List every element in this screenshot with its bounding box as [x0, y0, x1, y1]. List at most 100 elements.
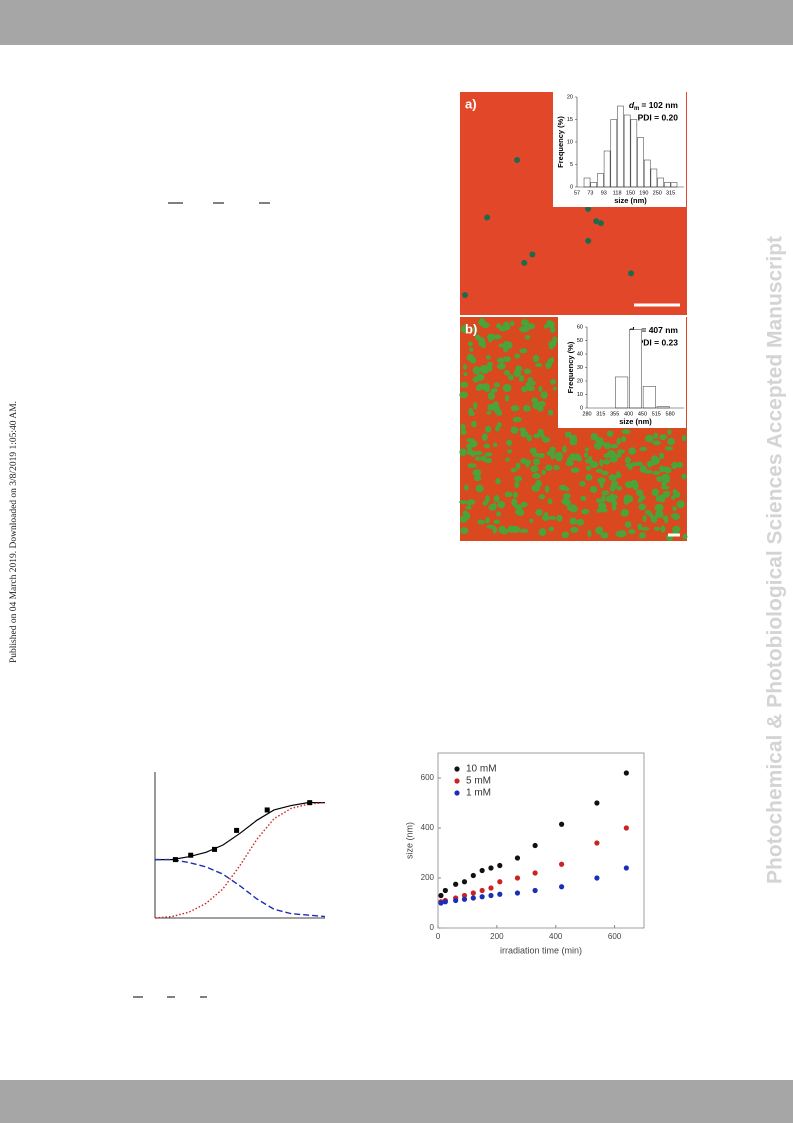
particle [484, 452, 493, 457]
particle [502, 356, 511, 362]
particle [635, 489, 644, 496]
point [488, 892, 494, 899]
particle [595, 468, 604, 473]
point [307, 800, 313, 806]
particle [462, 364, 468, 370]
x-tick-label: 118 [613, 190, 622, 196]
particle [590, 460, 599, 469]
bar [642, 386, 656, 409]
particle [523, 368, 532, 375]
particle [505, 457, 510, 462]
particle [624, 480, 634, 489]
particle [460, 429, 467, 435]
y-tick-label: 400 [421, 823, 435, 832]
stat-symbol: d [629, 100, 635, 110]
particle [513, 475, 523, 482]
particle [569, 434, 578, 442]
particle [532, 452, 541, 458]
particle [467, 499, 476, 506]
particle [624, 521, 632, 528]
point [479, 887, 485, 894]
point [438, 900, 444, 906]
particle [548, 515, 557, 521]
x-tick-label: 93 [601, 190, 607, 196]
point [594, 800, 600, 806]
particle [485, 495, 490, 503]
legend-label: 1 mM [466, 788, 491, 799]
point [470, 895, 476, 901]
particle [601, 494, 606, 503]
particle [526, 385, 536, 392]
particle [510, 320, 515, 327]
particle [611, 505, 617, 511]
point [594, 840, 600, 846]
bar [664, 182, 671, 188]
inset-b [558, 317, 686, 428]
particle [650, 515, 658, 523]
text-fragments [133, 202, 270, 998]
watermark: Photochemical & Photobiological Sciences… [764, 236, 787, 884]
particle [652, 470, 661, 476]
header-bar [0, 0, 793, 45]
particle [537, 405, 543, 411]
x-tick-label: 150 [626, 190, 635, 196]
particle [537, 400, 546, 408]
particle [616, 437, 621, 445]
bar [637, 137, 644, 188]
point [470, 890, 476, 896]
particle [465, 505, 472, 510]
particle [616, 485, 622, 491]
particle [495, 478, 501, 485]
particle [585, 474, 593, 481]
particle [638, 503, 646, 511]
y-tick-label: 10 [567, 139, 573, 145]
particle [653, 526, 661, 531]
particle [464, 484, 469, 491]
particle [491, 503, 497, 509]
particle [624, 456, 631, 464]
particle [682, 533, 688, 540]
particle [475, 373, 485, 381]
particle [550, 378, 556, 385]
particle [657, 511, 664, 517]
particle [587, 529, 592, 538]
particle [485, 355, 491, 360]
particle [467, 463, 477, 469]
particle [521, 386, 528, 393]
particle [542, 436, 551, 443]
particle [532, 472, 541, 479]
particle [671, 461, 678, 470]
bar [623, 114, 631, 188]
particle [484, 457, 493, 464]
particle [497, 500, 506, 509]
particle [570, 526, 579, 533]
particle [493, 494, 500, 503]
particle [647, 463, 652, 468]
particle [587, 456, 593, 461]
particle [504, 394, 510, 402]
point [442, 899, 448, 905]
particle [583, 452, 589, 458]
particle [621, 436, 627, 443]
y-tick-label: 600 [421, 773, 435, 782]
particle [538, 494, 546, 500]
particle [487, 392, 496, 400]
y-tick-label: 60 [577, 324, 583, 330]
particle [650, 459, 659, 465]
particle [519, 348, 528, 354]
particle [570, 467, 580, 473]
particle [492, 526, 498, 534]
particle [469, 347, 474, 352]
bar [583, 177, 591, 188]
particle [523, 459, 532, 466]
point [188, 852, 194, 858]
particle [659, 494, 666, 502]
particle [483, 443, 491, 449]
y-tick-label: 5 [570, 162, 573, 168]
y-axis-label: size (nm) [404, 822, 414, 859]
particle [466, 443, 474, 449]
particle [498, 525, 506, 534]
particle [558, 484, 567, 491]
particle [577, 455, 582, 462]
x-tick-label: 190 [639, 190, 648, 196]
